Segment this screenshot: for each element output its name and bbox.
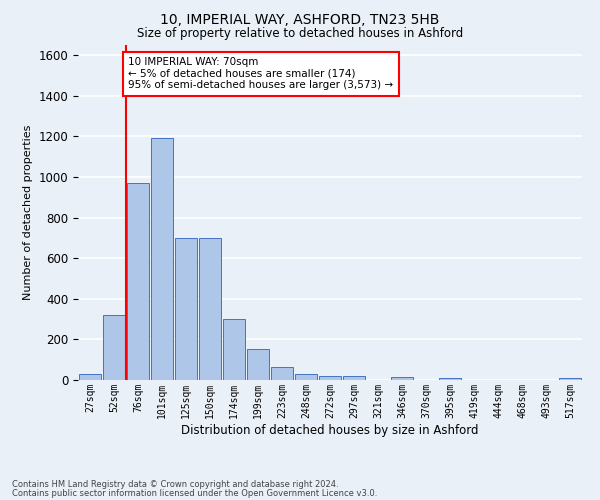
Bar — [295, 374, 317, 380]
Bar — [271, 367, 293, 380]
Bar — [151, 138, 173, 380]
Bar — [247, 348, 269, 380]
Y-axis label: Number of detached properties: Number of detached properties — [23, 125, 33, 300]
Text: 10 IMPERIAL WAY: 70sqm
← 5% of detached houses are smaller (174)
95% of semi-det: 10 IMPERIAL WAY: 70sqm ← 5% of detached … — [128, 57, 394, 90]
Bar — [127, 183, 149, 380]
Bar — [439, 378, 461, 380]
Text: Contains HM Land Registry data © Crown copyright and database right 2024.: Contains HM Land Registry data © Crown c… — [12, 480, 338, 489]
X-axis label: Distribution of detached houses by size in Ashford: Distribution of detached houses by size … — [181, 424, 479, 436]
Bar — [103, 315, 125, 380]
Text: 10, IMPERIAL WAY, ASHFORD, TN23 5HB: 10, IMPERIAL WAY, ASHFORD, TN23 5HB — [160, 12, 440, 26]
Bar — [391, 377, 413, 380]
Bar — [79, 374, 101, 380]
Text: Contains public sector information licensed under the Open Government Licence v3: Contains public sector information licen… — [12, 488, 377, 498]
Bar — [223, 319, 245, 380]
Bar — [175, 238, 197, 380]
Bar — [559, 378, 581, 380]
Bar — [199, 238, 221, 380]
Text: Size of property relative to detached houses in Ashford: Size of property relative to detached ho… — [137, 28, 463, 40]
Bar — [319, 376, 341, 380]
Bar — [343, 376, 365, 380]
